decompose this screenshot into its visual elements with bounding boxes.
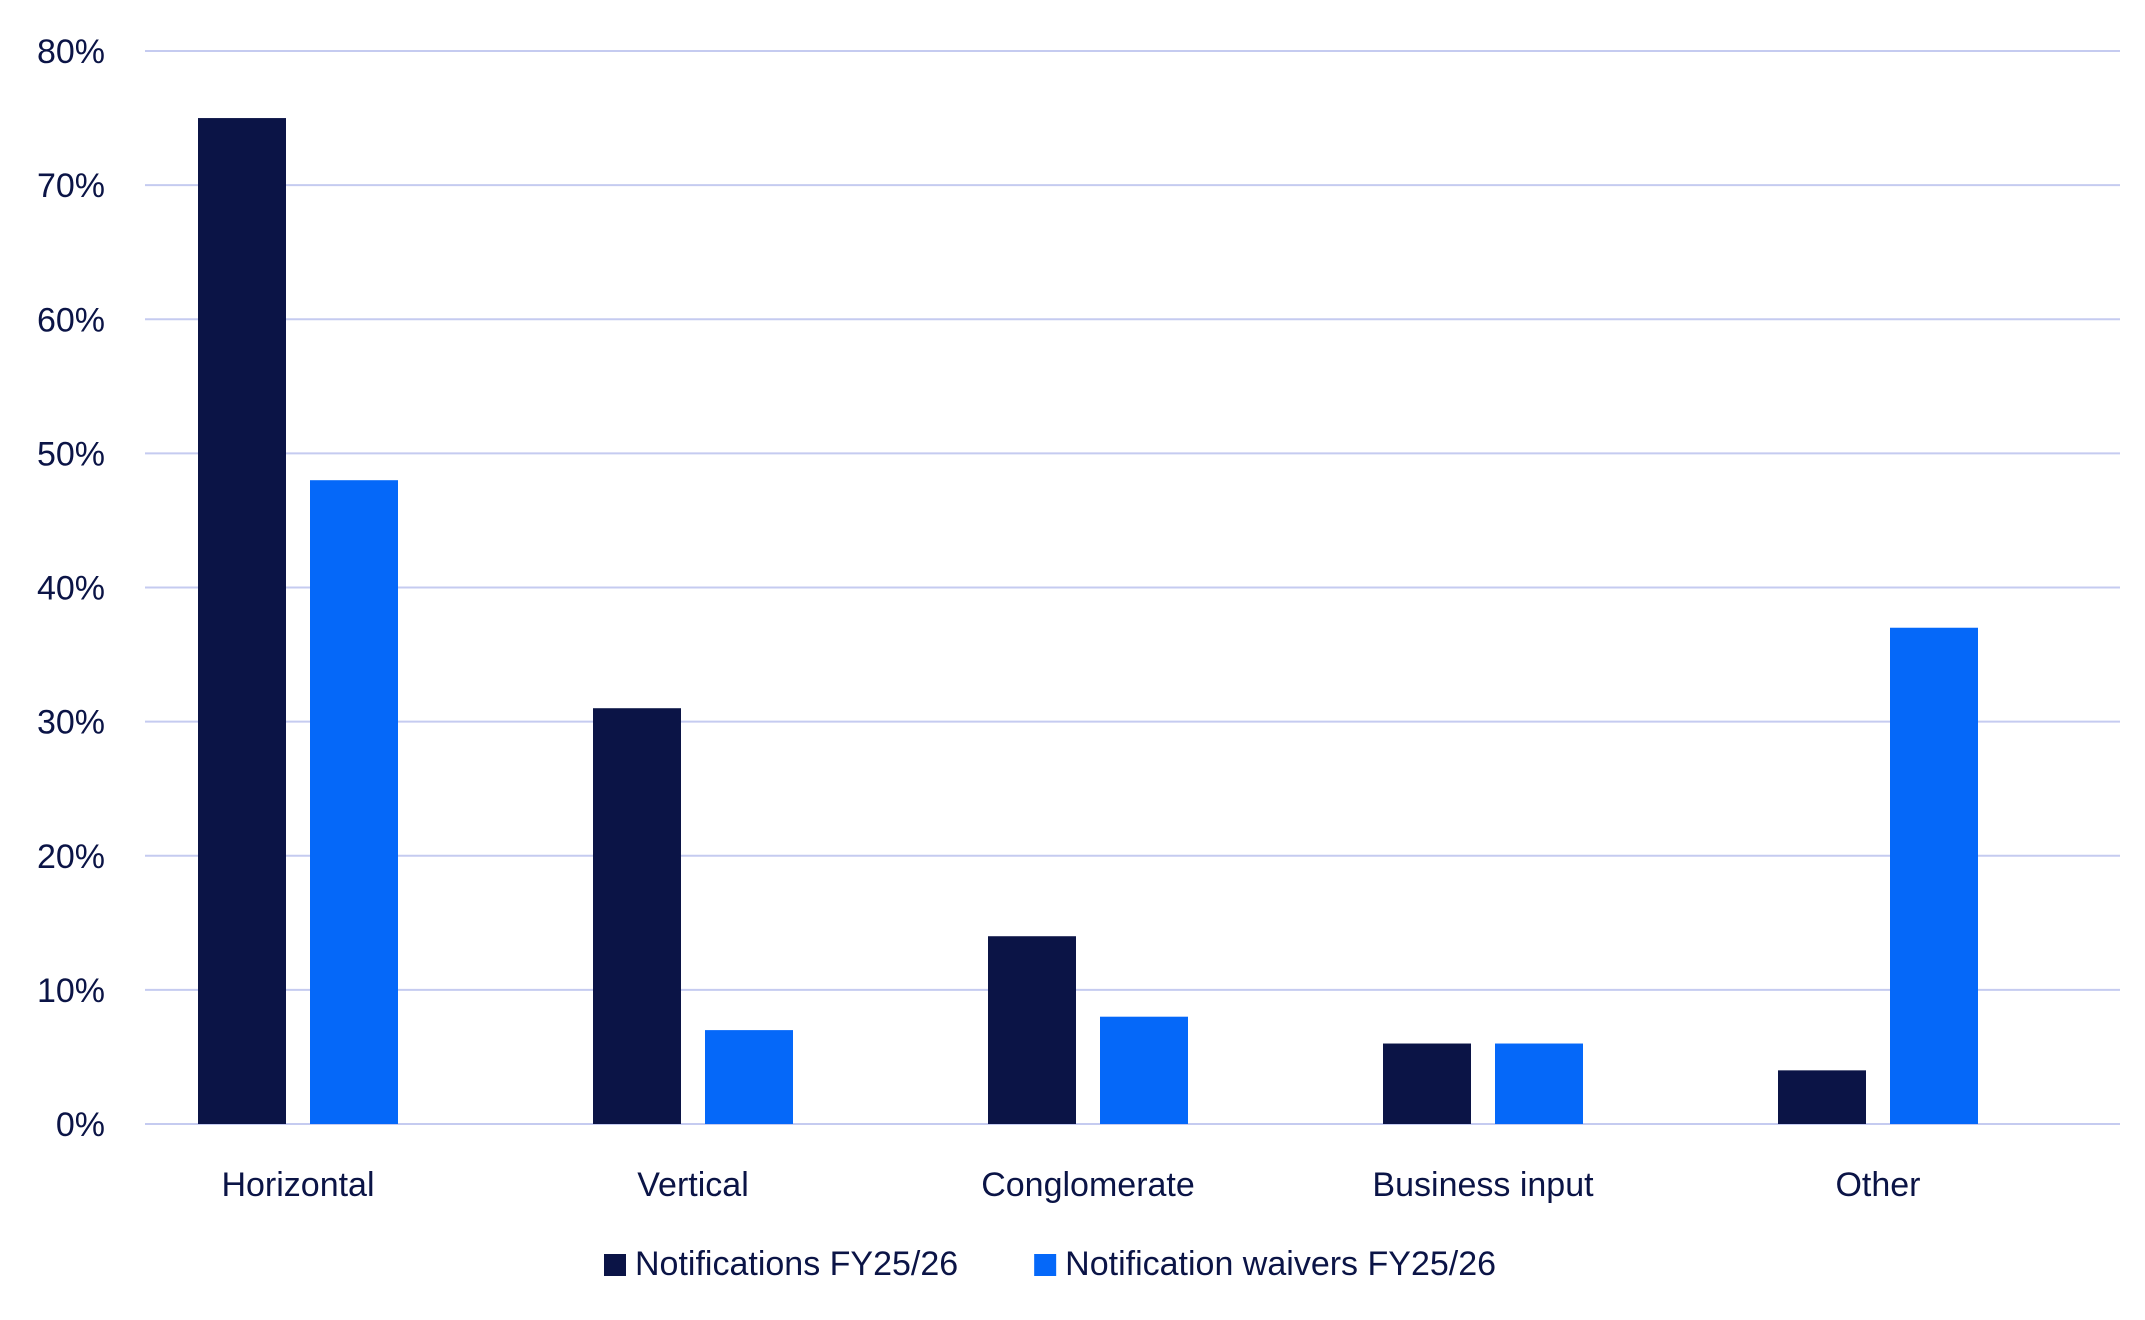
legend-item-notifications: Notifications FY25/26: [604, 1245, 958, 1283]
x-category-label: Other: [1835, 1166, 1920, 1204]
y-tick-label: 0%: [56, 1106, 105, 1144]
legend-item-notification-waivers: Notification waivers FY25/26: [1034, 1245, 1496, 1283]
y-tick-label: 60%: [37, 301, 105, 339]
bars: [198, 118, 1978, 1124]
y-tick-label: 30%: [37, 704, 105, 742]
legend-swatch: [604, 1254, 626, 1276]
y-tick-label: 20%: [37, 838, 105, 876]
y-tick-label: 70%: [37, 167, 105, 205]
legend: Notifications FY25/26 Notification waiver…: [604, 1245, 1496, 1283]
y-tick-label: 50%: [37, 435, 105, 473]
y-tick-label: 80%: [37, 33, 105, 71]
legend-label: Notifications FY25/26: [635, 1245, 958, 1283]
bar-notification-waivers-other: [1890, 627, 1978, 1124]
bar-notification-waivers-horizontal: [310, 480, 398, 1124]
x-axis-category-labels: Horizontal Vertical Conglomerate Business i…: [221, 1166, 1920, 1204]
bar-notifications-vertical: [593, 708, 681, 1124]
bar-notifications-horizontal: [198, 118, 286, 1124]
bar-notification-waivers-vertical: [705, 1030, 793, 1124]
y-tick-label: 10%: [37, 972, 105, 1010]
x-category-label: Conglomerate: [981, 1166, 1195, 1204]
gridlines: [145, 50, 2120, 1125]
bar-notifications-conglomerate: [988, 936, 1076, 1124]
legend-swatch: [1034, 1254, 1057, 1276]
x-category-label: Horizontal: [221, 1166, 374, 1204]
bar-notifications-other: [1778, 1070, 1866, 1124]
x-category-label: Vertical: [637, 1166, 749, 1204]
x-category-label: Business input: [1372, 1166, 1594, 1204]
bar-notifications-business-input: [1383, 1043, 1471, 1124]
legend-label: Notification waivers FY25/26: [1065, 1245, 1496, 1283]
bar-notification-waivers-business-input: [1495, 1043, 1583, 1124]
y-axis-tick-labels: 0% 10% 20% 30% 40% 50% 60% 70% 80%: [37, 33, 105, 1144]
y-tick-label: 40%: [37, 570, 105, 608]
bar-notification-waivers-conglomerate: [1100, 1016, 1188, 1124]
